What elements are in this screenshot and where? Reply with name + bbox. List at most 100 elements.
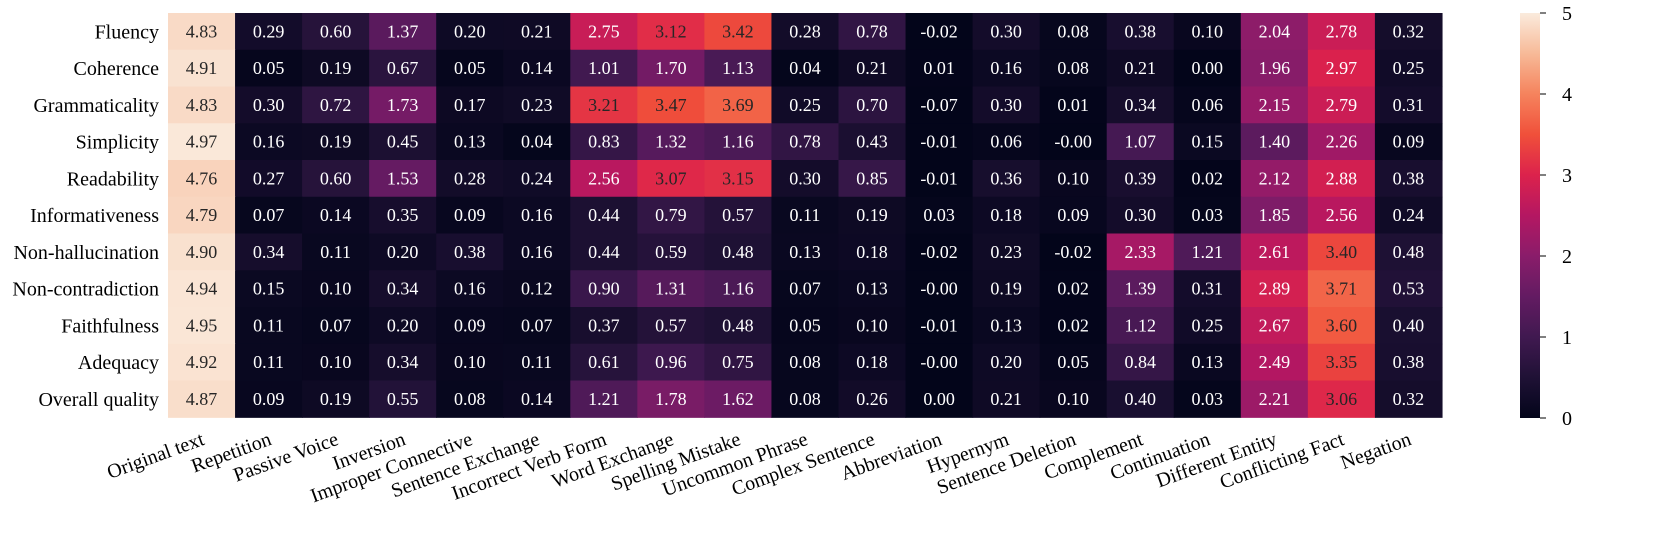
heatmap-cell [1039, 49, 1108, 88]
cell-value-label: 1.73 [387, 95, 419, 115]
cell-value-label: -0.01 [920, 315, 958, 335]
heatmap-cell [369, 86, 437, 124]
heatmap-cell [503, 49, 571, 88]
cell-value-label: 1.21 [1192, 242, 1224, 262]
heatmap-cell [972, 233, 1041, 271]
heatmap-cell [771, 13, 840, 51]
cell-value-label: 0.85 [856, 168, 888, 188]
heatmap-cell [168, 343, 236, 382]
heatmap-cell [168, 233, 236, 271]
heatmap-cell [1173, 196, 1242, 235]
heatmap-cell [771, 123, 840, 161]
heatmap-cell [704, 343, 773, 382]
cell-value-label: 0.02 [1057, 315, 1089, 335]
cell-value-label: 1.85 [1259, 205, 1291, 225]
cell-value-label: 0.15 [253, 279, 285, 299]
cell-value-label: 2.04 [1259, 21, 1291, 41]
cell-value-label: 0.25 [1393, 58, 1425, 78]
cell-value-label: 2.79 [1326, 95, 1358, 115]
cell-value-label: 3.69 [722, 95, 754, 115]
cell-value-label: 2.75 [588, 21, 620, 41]
heatmap-cell [972, 13, 1041, 51]
heatmap-cell [838, 233, 907, 271]
cell-value-label: 0.05 [1057, 352, 1089, 372]
heatmap-cell [1240, 380, 1309, 418]
heatmap-cell [637, 380, 705, 418]
heatmap-cell [369, 13, 437, 51]
heatmap-cell [1173, 160, 1242, 198]
cell-value-label: 0.18 [856, 352, 888, 372]
cell-value-label: 4.91 [186, 58, 218, 78]
heatmap-cell [771, 86, 840, 124]
cell-value-label: 0.84 [1124, 352, 1156, 372]
heatmap-cell [503, 233, 571, 271]
cell-value-label: 0.03 [1192, 205, 1224, 225]
cell-value-label: 0.24 [1393, 205, 1425, 225]
cell-value-label: 0.16 [521, 205, 553, 225]
cell-value-label: 3.42 [722, 21, 754, 41]
heatmap-cell [771, 233, 840, 271]
heatmap-cell [503, 123, 571, 161]
cell-value-label: 0.04 [521, 132, 553, 152]
heatmap-cell [235, 160, 303, 198]
cell-value-label: 1.01 [588, 58, 620, 78]
heatmap-cell [1307, 49, 1376, 88]
heatmap-cell [436, 233, 504, 271]
cell-value-label: 3.35 [1326, 352, 1358, 372]
heatmap-cell [1374, 270, 1443, 308]
cell-value-label: 2.12 [1259, 168, 1291, 188]
cell-value-label: 0.40 [1124, 389, 1156, 409]
heatmap-cell [771, 160, 840, 198]
heatmap-cell [1106, 270, 1175, 308]
cell-value-label: 0.09 [454, 205, 486, 225]
heatmap-cell [1173, 13, 1242, 51]
heatmap-cell [838, 380, 907, 418]
heatmap-cell [1307, 270, 1376, 308]
cell-value-label: -0.00 [1054, 132, 1092, 152]
cell-value-label: 4.83 [186, 95, 218, 115]
cell-value-label: 3.21 [588, 95, 620, 115]
heatmap-cell [1307, 307, 1376, 345]
heatmap-cell [235, 270, 303, 308]
heatmap-cell [570, 196, 638, 235]
heatmap-cell [1374, 49, 1443, 88]
row-label: Faithfulness [61, 315, 159, 337]
cell-value-label: 0.01 [1057, 95, 1089, 115]
cell-value-label: 0.06 [990, 132, 1022, 152]
heatmap-cell [637, 307, 705, 345]
heatmap-cell [637, 123, 705, 161]
cell-value-label: 2.49 [1259, 352, 1291, 372]
heatmap-cell [1173, 86, 1242, 124]
heatmap-cell [570, 160, 638, 198]
heatmap-cell [838, 160, 907, 198]
cell-value-label: -0.02 [920, 21, 958, 41]
cell-value-label: 0.48 [1393, 242, 1425, 262]
heatmap-cell [302, 307, 370, 345]
cell-value-label: 0.08 [1057, 58, 1089, 78]
cell-value-label: 1.37 [387, 21, 419, 41]
heatmap-cell [905, 270, 974, 308]
heatmap-cell [1307, 196, 1376, 235]
cell-value-label: -0.00 [920, 279, 958, 299]
heatmap-cell [235, 380, 303, 418]
heatmap-cell [1106, 13, 1175, 51]
heatmap-cell [905, 123, 974, 161]
heatmap-cell [1240, 307, 1309, 345]
cell-value-label: 0.34 [1124, 95, 1156, 115]
heatmap-cell [771, 270, 840, 308]
cell-value-label: 0.08 [454, 389, 486, 409]
cell-value-label: 0.21 [521, 21, 553, 41]
cell-value-label: 0.08 [789, 352, 821, 372]
cell-value-label: 2.33 [1124, 242, 1156, 262]
heatmap-cell [1039, 13, 1108, 51]
cell-value-label: 1.78 [655, 389, 687, 409]
row-label: Informativeness [30, 205, 159, 227]
heatmap-cell [1106, 196, 1175, 235]
heatmap-cell [1307, 13, 1376, 51]
cell-value-label: 0.09 [253, 389, 285, 409]
heatmap-cell [1240, 86, 1309, 124]
heatmap-cell [369, 196, 437, 235]
cell-value-label: 0.07 [320, 315, 352, 335]
cell-value-label: 0.60 [320, 21, 352, 41]
